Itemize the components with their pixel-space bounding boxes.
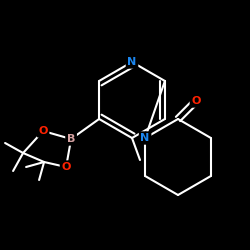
Text: N: N bbox=[128, 57, 136, 67]
Text: O: O bbox=[191, 96, 201, 106]
Text: B: B bbox=[67, 134, 75, 144]
Text: N: N bbox=[140, 133, 150, 143]
Text: O: O bbox=[62, 162, 71, 172]
Text: O: O bbox=[38, 126, 48, 136]
